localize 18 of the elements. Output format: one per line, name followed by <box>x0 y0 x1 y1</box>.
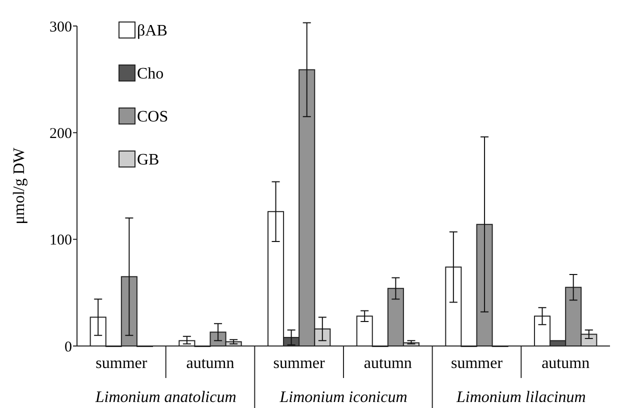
x-tick-label: autumn <box>364 355 412 372</box>
legend-label: GB <box>137 152 160 169</box>
legend-label: βAB <box>137 22 168 40</box>
text: Limonium anatolicum <box>94 389 236 406</box>
text: Limonium iconicum <box>278 389 408 406</box>
x-tick-label: summer <box>273 355 326 372</box>
x-tick-label: summer <box>96 355 148 372</box>
text: Limonium lilacinum <box>455 389 586 406</box>
y-tick-label: 200 <box>50 126 72 142</box>
x-tick-label: autumn <box>542 355 590 372</box>
legend-label: Cho <box>137 66 164 83</box>
y-tick-label: 300 <box>50 19 72 36</box>
y-tick-label: 0 <box>64 339 72 356</box>
legend-label: COS <box>137 108 168 126</box>
x-tick-label: autumn <box>186 355 234 372</box>
x-tick-label: summer <box>450 355 504 372</box>
y-axis-title: μmol/g DW <box>11 146 28 224</box>
y-tick-label: 100 <box>50 232 72 249</box>
